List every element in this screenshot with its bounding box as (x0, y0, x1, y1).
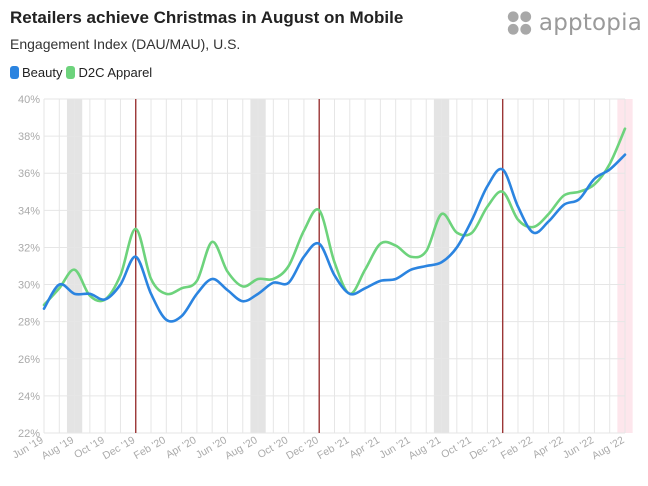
x-tick-label: Feb '22 (499, 434, 535, 462)
y-tick-label: 30% (18, 280, 40, 292)
legend-item-beauty: Beauty (10, 65, 62, 80)
x-tick-label: Jun '20 (194, 434, 229, 461)
y-tick-label: 24% (18, 391, 40, 403)
y-tick-label: 34% (18, 205, 40, 217)
x-tick-label: Apr '20 (164, 434, 199, 461)
y-tick-label: 36% (18, 168, 40, 180)
apptopia-dots-icon (507, 11, 532, 35)
y-tick-label: 28% (18, 317, 40, 329)
x-tick-label: Jun '21 (377, 434, 412, 461)
chart-lines (42, 127, 627, 323)
x-tick-label: Oct '21 (439, 434, 474, 461)
y-tick-label: 22% (18, 428, 40, 440)
x-tick-label: Dec '20 (284, 434, 321, 462)
x-tick-label: Jun '22 (561, 434, 596, 461)
x-tick-label: Oct '19 (72, 434, 107, 461)
legend-swatch-beauty (10, 66, 19, 79)
legend-item-d2c-apparel: D2C Apparel (66, 65, 152, 80)
x-tick-label: Feb '20 (132, 434, 168, 462)
x-tick-label: Dec '21 (468, 434, 505, 462)
x-tick-label: Apr '22 (531, 434, 566, 461)
legend-label-beauty: Beauty (22, 65, 63, 80)
x-tick-label: Aug '20 (223, 434, 260, 462)
legend-swatch-d2c-apparel (66, 66, 76, 79)
x-tick-label: Apr '21 (347, 434, 382, 461)
chart-grid (43, 98, 626, 434)
x-tick-label: Aug '22 (590, 434, 627, 462)
y-tick-label: 40% (18, 94, 40, 106)
logo-text: apptopia (538, 10, 642, 36)
y-tick-label: 26% (18, 354, 40, 366)
series-line-beauty (42, 153, 627, 323)
chart-title: Retailers achieve Christmas in August on… (10, 8, 404, 27)
y-tick-label: 32% (18, 242, 40, 254)
x-tick-label: Aug '21 (406, 434, 443, 462)
y-tick-label: 38% (18, 131, 40, 143)
december-markers (135, 99, 504, 433)
x-tick-label: Dec '19 (101, 434, 138, 462)
x-tick-label: Feb '21 (315, 434, 351, 462)
chart-legend: Beauty D2C Apparel (10, 65, 156, 80)
x-tick-label: Aug '19 (40, 434, 77, 462)
legend-label-d2c-apparel: D2C Apparel (78, 65, 153, 80)
chart-subtitle: Engagement Index (DAU/MAU), U.S. (10, 36, 241, 52)
apptopia-logo: apptopia (506, 6, 642, 40)
x-tick-label: Oct '20 (256, 434, 291, 461)
